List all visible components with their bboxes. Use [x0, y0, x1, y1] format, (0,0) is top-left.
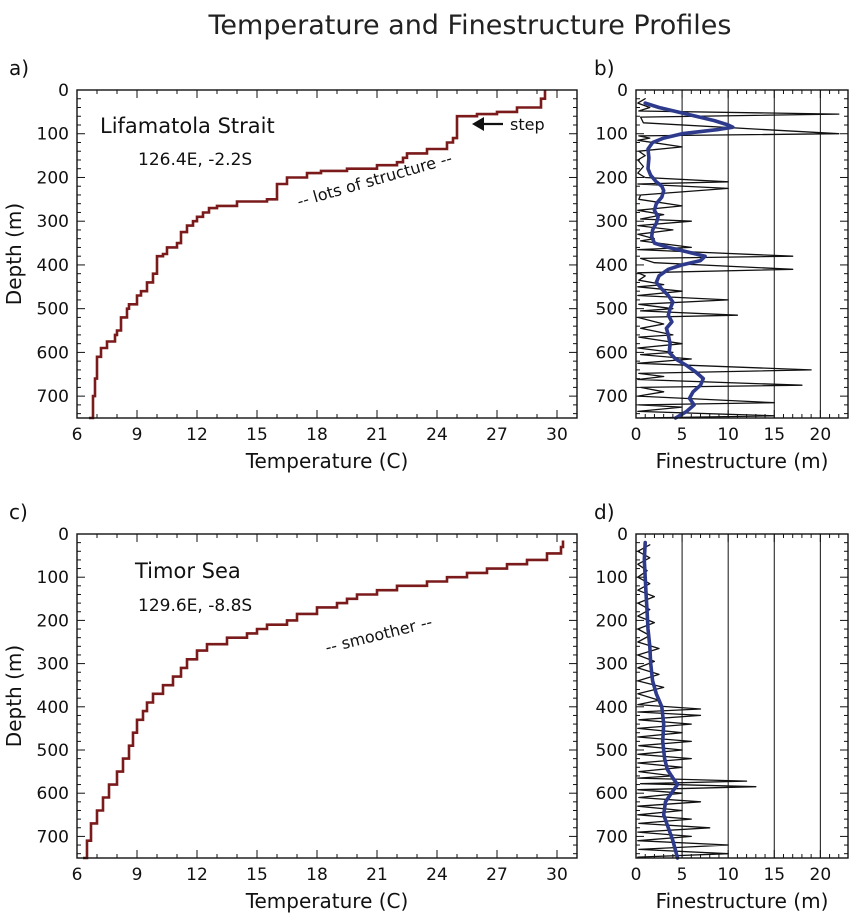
y-tick-label: 100	[37, 568, 69, 588]
y-tick-label: 500	[37, 741, 69, 761]
panel-b: 0 5 10 15 200100200300400500600700Finestruct…	[594, 56, 849, 473]
plot-frame	[635, 533, 849, 859]
plot-frame	[76, 533, 578, 859]
y-tick-label: 600	[37, 784, 69, 804]
y-tick-label: 500	[596, 741, 628, 761]
x-tick-label: 27	[486, 865, 508, 885]
panel-a: 6 9 12 15 18 21 24 27 300100200300400500600700Te…	[2, 56, 578, 473]
x-tick-label: 5	[677, 865, 688, 885]
y-tick-label: 0	[58, 81, 69, 101]
y-tick-label: 100	[596, 125, 628, 145]
y-tick-label: 300	[37, 655, 69, 675]
x-tick-label: 5	[677, 425, 688, 445]
y-tick-label: 400	[596, 698, 628, 718]
x-tick-label: 15	[763, 865, 785, 885]
plot-frame	[635, 89, 849, 419]
x-tick-label: 0	[631, 865, 642, 885]
y-tick-label: 700	[37, 387, 69, 407]
x-axis-title: Finestructure (m)	[656, 889, 829, 913]
y-tick-label: 700	[596, 827, 628, 847]
location-label: Timor Sea	[134, 559, 241, 583]
y-tick-label: 600	[596, 784, 628, 804]
x-tick-label: 10	[717, 425, 739, 445]
plot-frame	[76, 89, 578, 419]
y-tick-label: 400	[37, 256, 69, 276]
x-tick-label: 20	[810, 865, 832, 885]
x-tick-label: 15	[246, 425, 268, 445]
x-tick-label: 6	[72, 865, 83, 885]
y-tick-label: 300	[37, 212, 69, 232]
x-tick-label: 9	[132, 425, 143, 445]
y-tick-label: 100	[596, 568, 628, 588]
y-tick-label: 500	[596, 300, 628, 320]
x-axis-title: Temperature (C)	[245, 449, 409, 473]
x-tick-label: 18	[306, 865, 328, 885]
panel-label: c)	[9, 500, 28, 524]
x-axis-title: Finestructure (m)	[656, 449, 829, 473]
x-tick-label: 21	[366, 425, 388, 445]
structure-annotation: -- lots of structure --	[295, 148, 454, 210]
y-axis-title: Depth (m)	[2, 645, 26, 747]
y-tick-label: 700	[37, 827, 69, 847]
y-tick-label: 600	[37, 343, 69, 363]
y-tick-label: 300	[596, 212, 628, 232]
x-tick-label: 10	[717, 865, 739, 885]
y-tick-label: 400	[37, 698, 69, 718]
y-tick-label: 700	[596, 387, 628, 407]
x-tick-label: 18	[306, 425, 328, 445]
coords-label: 129.6E, -8.8S	[138, 596, 252, 616]
panel-label: d)	[594, 500, 615, 524]
x-tick-label: 15	[763, 425, 785, 445]
x-tick-label: 27	[486, 425, 508, 445]
x-tick-label: 9	[132, 865, 143, 885]
x-tick-label: 12	[186, 425, 208, 445]
y-tick-label: 600	[596, 343, 628, 363]
y-tick-label: 200	[37, 168, 69, 188]
y-tick-label: 200	[596, 611, 628, 631]
finestructure-raw-line	[637, 98, 840, 419]
finestructure-raw-line	[637, 544, 757, 858]
y-tick-label: 200	[37, 611, 69, 631]
x-tick-label: 12	[186, 865, 208, 885]
figure-title: Temperature and Finestructure Profiles	[208, 10, 732, 41]
panel-label: b)	[594, 56, 615, 80]
step-annotation: step	[510, 115, 545, 134]
y-axis-title: Depth (m)	[2, 203, 26, 305]
y-tick-label: 500	[37, 300, 69, 320]
panel-label: a)	[9, 56, 29, 80]
x-tick-label: 30	[546, 425, 568, 445]
y-tick-label: 0	[617, 525, 628, 545]
finestructure-smoothed-line	[643, 101, 735, 420]
x-tick-label: 24	[426, 865, 448, 885]
panel-d: 0 5 10 15 200100200300400500600700Finestruct…	[594, 500, 849, 913]
step-arrow-head-icon	[472, 117, 484, 131]
temperature-profile-line	[89, 90, 547, 420]
y-tick-label: 0	[58, 525, 69, 545]
y-tick-label: 0	[617, 81, 628, 101]
panel-c: 6 9 12 15 18 21 24 27 300100200300400500600700Te…	[2, 500, 578, 913]
y-tick-label: 100	[37, 125, 69, 145]
x-tick-label: 6	[72, 425, 83, 445]
y-tick-label: 400	[596, 256, 628, 276]
y-tick-label: 300	[596, 655, 628, 675]
location-label: Lifamatola Strait	[100, 114, 275, 138]
x-axis-title: Temperature (C)	[245, 889, 409, 913]
x-tick-label: 24	[426, 425, 448, 445]
coords-label: 126.4E, -2.2S	[138, 150, 252, 170]
temperature-profile-line	[83, 540, 565, 860]
finestructure-smoothed-line	[642, 540, 680, 860]
x-tick-label: 20	[810, 425, 832, 445]
x-tick-label: 15	[246, 865, 268, 885]
x-tick-label: 21	[366, 865, 388, 885]
smoother-annotation: -- smoother --	[323, 612, 434, 657]
y-tick-label: 200	[596, 168, 628, 188]
x-tick-label: 0	[631, 425, 642, 445]
x-tick-label: 30	[546, 865, 568, 885]
